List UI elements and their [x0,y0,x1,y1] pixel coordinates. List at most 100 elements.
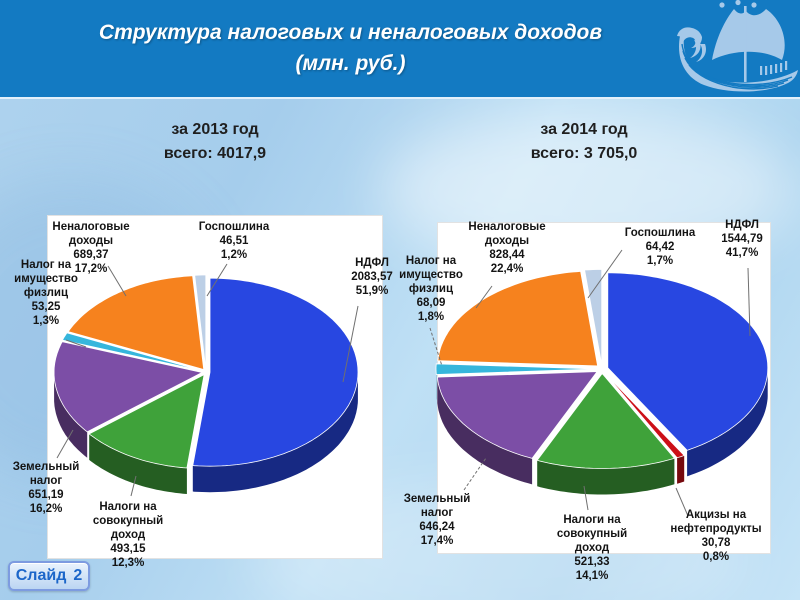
chart-2013-header: за 2013 год всего: 4017,9 [47,118,383,166]
pie-label-line: совокупный [556,528,628,540]
leader-line [107,265,127,297]
pie-slice [194,274,207,370]
pie-callout-label: Земельный налог 646,24 17,4% [404,492,471,548]
pie-label-line: Налоги на [563,514,621,526]
slide-badge-label: Слайд [15,567,67,584]
pie-label-line: 16,2% [29,503,63,515]
pie-label-line: 493,15 [110,543,146,555]
pie-label-line: 521,33 [574,556,610,568]
pie-callout-label: Земельный налог 651,19 16,2% [13,460,80,516]
leader-line [583,485,589,511]
pie-label-line: 1,7% [646,255,674,267]
leader-line [429,327,443,367]
pie-label-line: Неналоговые [468,221,546,233]
pie-callout-label: Акцизы на нефтепродукты 30,78 0,8% [670,508,761,564]
pie-label-line: Госпошлина [198,221,270,233]
pie-slice [88,373,205,469]
pie-label-line: 41,7% [725,247,759,259]
pie-label-line: 828,44 [489,249,525,261]
pie-label-line: доход [574,542,610,554]
pie-slice [607,272,769,451]
pie-callout-label: Налог на имущество физлиц 53,25 1,3% [14,258,78,328]
leader-line [342,305,359,383]
slide-title-line1: Структура налоговых и неналоговых доходо… [98,21,603,44]
slide-title: Структура налоговых и неналоговых доходо… [28,17,673,79]
slide-badge-number: 2 [73,567,83,584]
chart-2013-period: за 2013 год [171,121,259,138]
pie-label-line: 1,3% [32,315,60,327]
logo-dot [719,2,725,8]
leader-line [206,263,228,297]
chart-2014-total: всего: 3 705,0 [530,145,638,162]
pie-slice [536,372,676,469]
pie-label-line: нефтепродукты [670,523,762,535]
pie-label-line: физлиц [408,283,454,295]
pie-slice-side [437,377,533,485]
pie-label-line: 646,24 [419,521,455,533]
chart-2014-period: за 2014 год [540,121,628,138]
pie-label-line: НДФЛ [355,257,389,269]
viking-ship-logo-icon [677,0,798,92]
pie-label-line: 651,19 [28,489,64,501]
pie-label-line: Налог на [405,255,457,267]
pie-slice-side [54,375,88,458]
pie-label-line: 1,8% [417,311,445,323]
logo-dot [751,2,757,8]
pie-label-line: 53,25 [31,301,61,313]
pie-callout-label: НДФЛ 2083,57 51,9% [351,256,393,298]
pie-label-line: 2083,57 [351,271,393,283]
pie-label-line: 22,4% [490,263,524,275]
pie-label-line: 68,09 [416,297,446,309]
pie-label-line: имущество [14,273,78,285]
pie-label-line: Налог на [20,259,72,271]
pie-label-line: налог [29,475,63,487]
dragon-mane [690,40,701,58]
pie-slice-side [687,370,768,477]
pie-slice [192,277,359,467]
pie-slice-side [89,433,187,494]
slide-number-badge: Слайд 2 [8,561,90,591]
pie-label-line: физлиц [23,287,69,299]
pie-slice [604,372,685,459]
pie-slice [67,275,205,371]
pie-label-line: Налоги на [99,501,157,513]
pie-label-line: 12,3% [111,557,145,569]
ship-sail [712,9,785,60]
pie-label-line: 51,9% [355,285,389,297]
pie-callout-label: Госпошлина 46,51 1,2% [199,220,270,262]
pie-slice-side [192,374,358,493]
pie-slice [435,363,597,375]
pie-label-line: 17,2% [74,263,108,275]
pie-label-line: 1544,79 [721,233,763,245]
dragon-mane [696,44,706,62]
pie-slice-side [677,455,685,484]
pie-label-line: доходы [484,235,530,247]
pie-callout-label: Неналоговые доходы 689,37 17,2% [52,220,129,276]
pie-label-line: Госпошлина [624,227,696,239]
hull-shields [760,61,788,75]
pie-label-line: доход [110,529,146,541]
pie-label-line: 14,1% [575,570,609,582]
pie-label-line: НДФЛ [725,219,759,231]
pie-label-line: налог [420,507,454,519]
pie-label-line: Земельный [403,493,471,505]
logo-dot [735,0,741,6]
pie-slice-side [537,458,675,495]
leader-line [463,457,487,491]
pie-callout-label: Неналоговые доходы 828,44 22,4% [468,220,545,276]
leader-line [747,267,751,337]
leader-line [56,429,74,459]
pie-label-line: 689,37 [73,249,109,261]
leader-line [475,285,493,309]
pie-label-line: Земельный [12,461,80,473]
pie-label-line: совокупный [92,515,164,527]
chart-2013-total: всего: 4017,9 [163,145,267,162]
pie-callout-label: Госпошлина 64,42 1,7% [625,226,696,268]
leader-line [587,249,623,299]
pie-label-line: Неналоговые [52,221,130,233]
pie-label-line: 46,51 [219,235,249,247]
pie-label-line: 64,42 [645,241,675,253]
slide-title-line2: (млн. руб.) [295,52,406,75]
